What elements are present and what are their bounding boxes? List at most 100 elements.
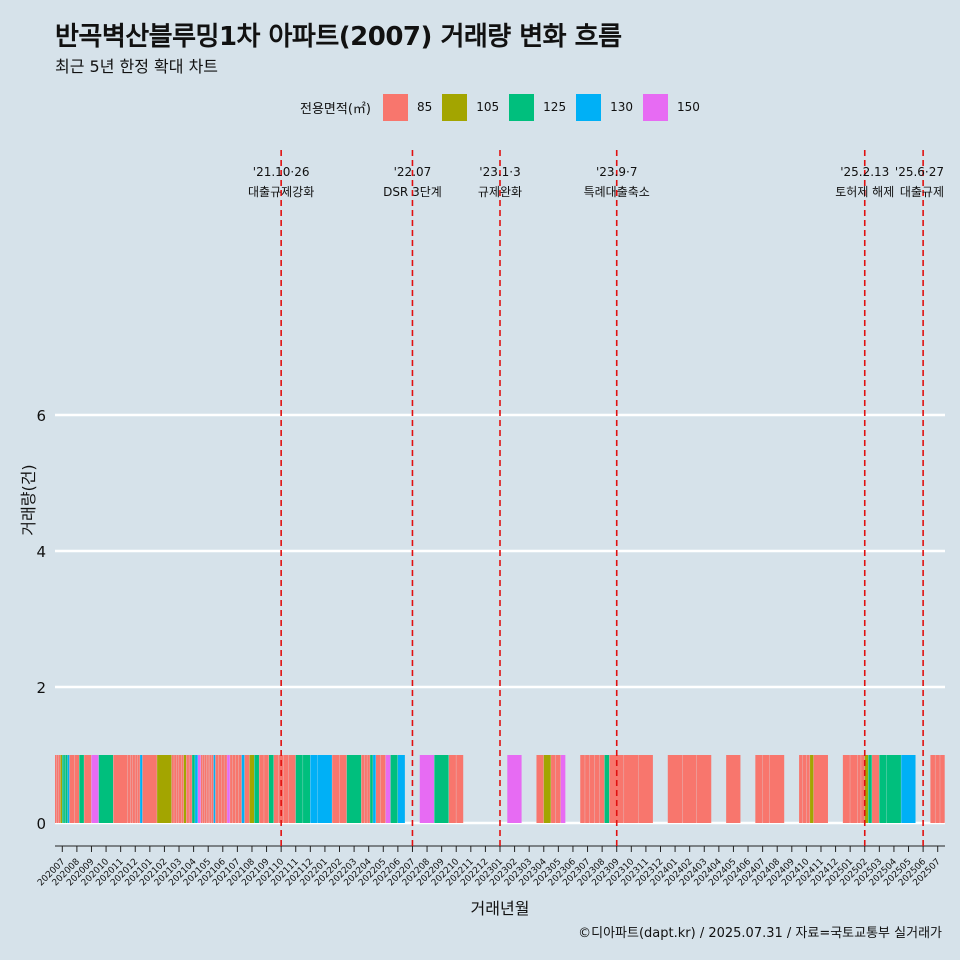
bar-202201-130 <box>317 755 332 823</box>
bar-202012-85 <box>130 755 133 823</box>
bar-202204-85 <box>361 755 365 823</box>
bar-202502-105 <box>864 755 869 823</box>
bar-202309-85 <box>609 755 624 823</box>
bar-202101-85 <box>142 755 157 823</box>
bar-202103-85 <box>176 755 179 823</box>
bar-202105-85 <box>202 755 205 823</box>
bar-202503-125 <box>879 755 887 823</box>
bar-202502-125 <box>868 755 872 823</box>
bar-202210-85 <box>448 755 456 823</box>
legend-swatch-125 <box>509 93 535 121</box>
bar-202202-85 <box>332 755 340 823</box>
legend-swatch-130 <box>576 93 602 121</box>
legend-item-85: 85 <box>382 93 432 121</box>
legend-item-105: 105 <box>442 93 500 121</box>
bar-202106-150 <box>227 755 230 823</box>
bar-202209-125 <box>434 755 449 823</box>
bar-202105-85 <box>200 755 203 823</box>
legend: 전용면적(㎡) 85 105 125 130 150 <box>300 93 710 121</box>
bar-202103-85 <box>179 755 182 823</box>
bar-202202-85 <box>339 755 347 823</box>
event-date-202207: '22.07 <box>394 165 432 179</box>
bar-202402-85 <box>682 755 697 823</box>
event-label-202502: 토허제 해제 <box>835 185 894 199</box>
bar-202408-85 <box>769 755 785 823</box>
legend-swatch-150 <box>642 93 668 121</box>
bar-202405-85 <box>726 755 741 823</box>
bar-202102-105 <box>157 755 172 823</box>
bar-202107-85 <box>230 755 233 823</box>
bar-202305-150 <box>560 755 566 823</box>
bar-202305-85 <box>551 755 556 823</box>
bar-202105-85 <box>208 755 210 823</box>
bar-202007-105 <box>60 755 62 823</box>
bar-202505-130 <box>901 755 916 823</box>
bar-202007-85 <box>55 755 57 823</box>
bar-202502-85 <box>861 755 865 823</box>
legend-item-150: 150 <box>642 93 700 121</box>
bar-202208-150 <box>419 755 435 823</box>
bar-202206-125 <box>390 755 398 823</box>
bar-202112-125 <box>303 755 311 823</box>
bar-202007-125 <box>64 755 66 823</box>
bar-202012-85 <box>137 755 140 823</box>
bar-202307-85 <box>580 755 585 823</box>
bar-202311-85 <box>638 755 653 823</box>
bar-202105-85 <box>210 755 212 823</box>
bar-202307-85 <box>589 755 595 823</box>
bar-202503-85 <box>872 755 880 823</box>
bar-202205-150 <box>385 755 391 823</box>
bar-202108-105 <box>249 755 255 823</box>
bar-202012-85 <box>132 755 135 823</box>
event-label-202110: 대출규제강화 <box>248 185 314 199</box>
bar-202105-85 <box>204 755 207 823</box>
bar-202007-85 <box>58 755 61 823</box>
bar-202103-85 <box>181 755 184 823</box>
bar-202012-130 <box>140 755 143 823</box>
legend-label-105: 105 <box>476 100 500 114</box>
bar-202104-150 <box>197 755 201 823</box>
bar-202407-85 <box>762 755 770 823</box>
event-label-202309: 특례대출축소 <box>584 185 650 199</box>
chart-title: 반곡벽산블루밍1차 아파트(2007) 거래량 변화 흐름 <box>55 22 622 52</box>
bar-202110-85 <box>273 755 279 823</box>
bar-202507-85 <box>930 755 935 823</box>
bar-202105-85 <box>206 755 208 823</box>
bar-202104-85 <box>186 755 189 823</box>
bar-202008-125 <box>79 755 84 823</box>
bar-202206-130 <box>397 755 405 823</box>
bar-202204-125 <box>370 755 373 823</box>
event-date-202506: '25.6·27 <box>895 165 944 179</box>
bar-202106-85 <box>224 755 227 823</box>
bar-202507-85 <box>935 755 940 823</box>
bar-202308-125 <box>604 755 610 823</box>
bar-202501-85 <box>842 755 850 823</box>
bar-202105-130 <box>213 755 216 823</box>
bar-202108-125 <box>254 755 259 823</box>
bar-202112-130 <box>310 755 318 823</box>
bar-202204-85 <box>367 755 370 823</box>
legend-item-125: 125 <box>509 93 566 121</box>
bar-202308-85 <box>594 755 600 823</box>
bar-202110-85 <box>278 755 284 823</box>
bar-202105-85 <box>211 755 214 823</box>
bar-202103-85 <box>171 755 174 823</box>
bar-202307-85 <box>585 755 590 823</box>
bar-202103-85 <box>174 755 177 823</box>
bar-202310-85 <box>624 755 639 823</box>
event-date-202309: '23.9·7 <box>596 165 637 179</box>
event-label-202301: 규제완화 <box>478 185 522 199</box>
chart-subtitle: 최근 5년 한정 확대 차트 <box>55 57 219 76</box>
bar-202107-85 <box>238 755 242 823</box>
y-axis-title: 거래량(건) <box>19 464 38 535</box>
x-axis-title: 거래년월 <box>471 899 530 918</box>
event-date-202110: '21.10·26 <box>253 165 310 179</box>
bar-202007-130 <box>67 755 70 823</box>
bar-202009-85 <box>84 755 92 823</box>
bar-202410-85 <box>799 755 803 823</box>
bar-202302-150 <box>507 755 522 823</box>
bar-202012-85 <box>127 755 131 823</box>
bar-202501-85 <box>850 755 858 823</box>
bar-202008-85 <box>69 755 75 823</box>
bar-202205-85 <box>380 755 386 823</box>
